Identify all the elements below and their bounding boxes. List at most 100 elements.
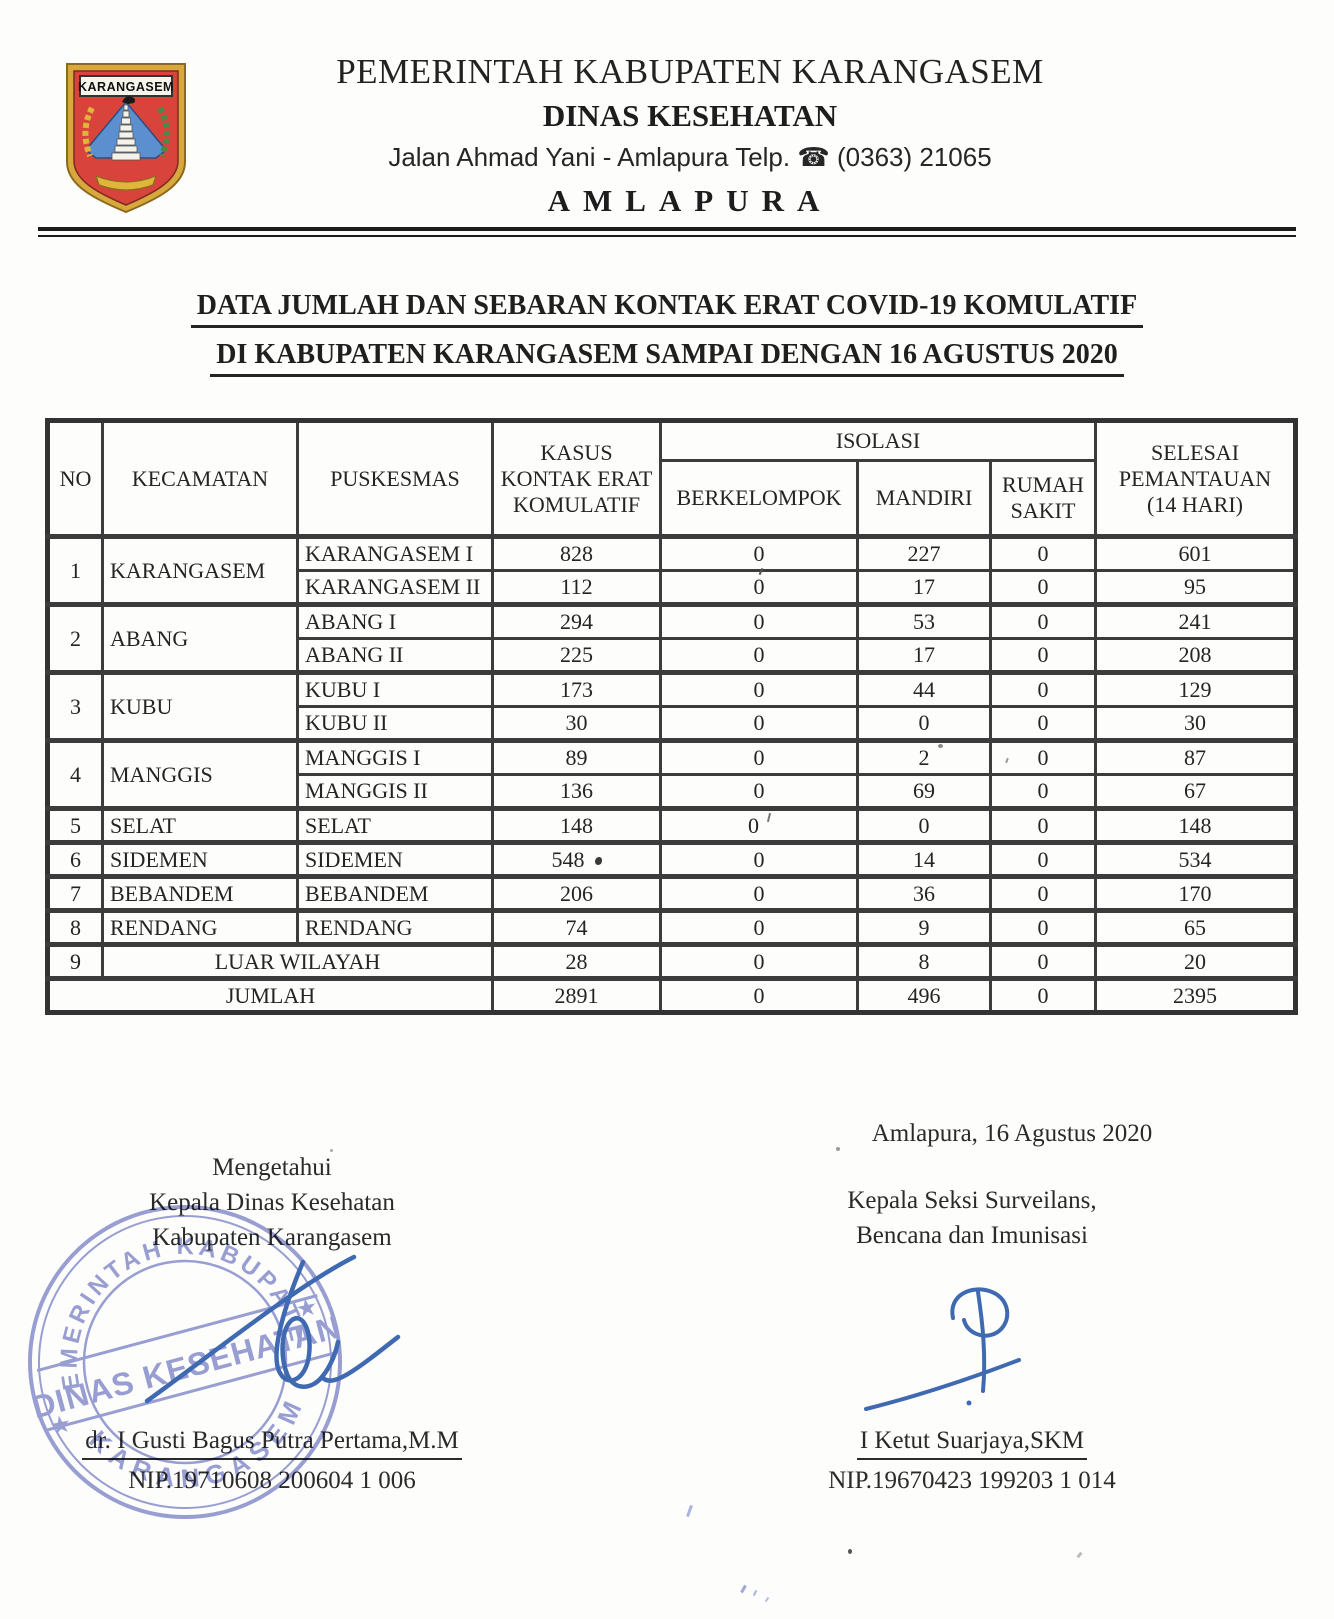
cell-selesai: 534 xyxy=(1094,840,1298,878)
table-row: KUBU II 30 0 0 0 30 xyxy=(48,705,1298,742)
cell-selesai: 87 xyxy=(1094,738,1298,776)
cell-mandiri: 17 xyxy=(856,569,992,606)
cell-no: 2 xyxy=(46,602,104,674)
cell-selesai: 601 xyxy=(1094,534,1298,572)
cell-kasus: 89 xyxy=(491,738,662,776)
table-row: 3 KUBU KUBU I 173 0 44 0 129 xyxy=(46,670,1298,742)
cell-jumlah-selesai: 2395 xyxy=(1094,976,1298,1014)
header-mandiri: MANDIRI xyxy=(856,459,992,538)
signatory-right-line2: Bencana dan Imunisasi xyxy=(856,1222,1088,1249)
cell-rumah-sakit: 0 xyxy=(988,738,1098,776)
title-line-1: DATA JUMLAH DAN SEBARAN KONTAK ERAT COVI… xyxy=(190,290,1144,328)
cell-value: 0 xyxy=(753,574,765,599)
signatory-right-nip: NIP.19670423 199203 1 014 xyxy=(828,1467,1116,1494)
crest-banner xyxy=(79,75,173,97)
signatory-left-name: dr. I Gusti Bagus Putra Pertama,M.M xyxy=(82,1427,462,1460)
cell-rumah-sakit: 0 xyxy=(988,602,1098,640)
scan-artifact xyxy=(1076,1551,1083,1559)
cell-kecamatan: SELAT xyxy=(101,806,299,844)
cell-kasus: 148 xyxy=(491,806,662,844)
scan-artifact xyxy=(766,812,772,822)
scan-artifact xyxy=(752,1589,758,1597)
header-kecamatan: KECAMATAN xyxy=(101,419,299,538)
stamp-band: DINAS KESEHATAN xyxy=(28,1294,344,1432)
cell-kasus: 206 xyxy=(491,874,662,912)
cell-rumah-sakit: 0 xyxy=(988,569,1098,606)
header-no: NO xyxy=(46,419,104,538)
cell-jumlah-kasus: 2891 xyxy=(491,976,662,1014)
cell-puskesmas: KARANGASEM II xyxy=(296,569,494,606)
table-row: 4 MANGGIS MANGGIS I 89 0 2 0 87 xyxy=(46,738,1298,810)
crest-ribbon xyxy=(95,174,157,191)
cell-berkelompok: 0 xyxy=(659,602,859,640)
scan-artifact xyxy=(764,1596,770,1603)
signatory-left-nip: NIP.19710608 200604 1 006 xyxy=(128,1467,416,1494)
cell-kasus: 136 xyxy=(491,773,662,810)
cell-rumah-sakit: 0 xyxy=(988,773,1098,810)
divider-line-thin xyxy=(38,235,1296,237)
scan-artifact xyxy=(848,1549,852,1554)
table-header-row: NO KECAMATAN PUSKESMAS KASUS KONTAK ERAT… xyxy=(46,419,1298,538)
table-row: 2 ABANG ABANG I 294 0 53 0 241 xyxy=(46,602,1298,674)
cell-rumah-sakit: 0 xyxy=(988,670,1098,708)
cell-rumah-sakit: 0 xyxy=(988,908,1098,946)
city-name: AMLAPURA xyxy=(547,183,833,218)
cell-mandiri: 9 xyxy=(856,908,992,946)
cell-jumlah-berkelompok: 0 xyxy=(659,976,859,1014)
cell-no: 4 xyxy=(46,738,104,810)
cell-kasus: 548 xyxy=(491,840,662,878)
table-row: ABANG II 225 0 17 0 208 xyxy=(48,637,1298,674)
cell-rumah-sakit: 0 xyxy=(988,840,1098,878)
cell-selesai: 241 xyxy=(1094,602,1298,640)
cell-selesai: 208 xyxy=(1094,637,1298,674)
cell-no: 8 xyxy=(46,908,104,946)
cell-puskesmas: KUBU II xyxy=(296,705,494,742)
cell-kecamatan: RENDANG xyxy=(101,908,299,946)
crest-flame xyxy=(122,96,136,104)
title-line-2: DI KABUPATEN KARANGASEM SAMPAI DENGAN 16… xyxy=(210,339,1124,377)
cell-mandiri: 2 xyxy=(856,738,992,776)
crest-temple xyxy=(111,104,141,161)
table-header: NO KECAMATAN PUSKESMAS KASUS KONTAK ERAT… xyxy=(46,419,1298,538)
covid-contacts-table: NO KECAMATAN PUSKESMAS KASUS KONTAK ERAT… xyxy=(45,418,1299,1015)
scan-artifact xyxy=(594,857,602,866)
cell-selesai: 20 xyxy=(1094,942,1298,980)
closing-date: Amlapura, 16 Agustus 2020 xyxy=(871,1120,1153,1147)
cell-jumlah-label: JUMLAH xyxy=(46,976,494,1014)
cell-berkelompok: 0 xyxy=(659,705,859,742)
cell-berkelompok: 0 xyxy=(659,738,859,776)
divider-line-thick xyxy=(38,227,1296,231)
cell-mandiri: 8 xyxy=(856,942,992,980)
cell-berkelompok: 0 xyxy=(659,534,859,572)
cell-mandiri: 14 xyxy=(856,840,992,878)
cell-puskesmas: MANGGIS I xyxy=(296,738,494,776)
cell-value: 548 xyxy=(551,846,585,872)
cell-berkelompok: 0 xyxy=(659,569,859,606)
cell-rumah-sakit: 0 xyxy=(988,874,1098,912)
cell-mandiri: 44 xyxy=(856,670,992,708)
cell-berkelompok: 0 xyxy=(659,840,859,878)
government-name: PEMERINTAH KABUPATEN KARANGASEM xyxy=(336,52,1044,91)
cell-mandiri: 53 xyxy=(856,602,992,640)
cell-kecamatan: KARANGASEM xyxy=(101,534,299,606)
cell-no: 5 xyxy=(46,806,104,844)
cell-no: 6 xyxy=(46,840,104,878)
cell-selesai: 67 xyxy=(1094,773,1298,810)
cell-kasus: 30 xyxy=(491,705,662,742)
cell-mandiri: 36 xyxy=(856,874,992,912)
header-kasus: KASUS KONTAK ERAT KOMULATIF xyxy=(491,419,662,538)
cell-no: 3 xyxy=(46,670,104,742)
cell-mandiri: 69 xyxy=(856,773,992,810)
cell-puskesmas: RENDANG xyxy=(296,908,494,946)
crest-leaves xyxy=(157,106,170,158)
address-text: Jalan Ahmad Yani - Amlapura Telp. xyxy=(388,142,791,172)
cell-kasus: 225 xyxy=(491,637,662,674)
cell-jumlah-mandiri: 496 xyxy=(856,976,992,1014)
cell-kasus: 294 xyxy=(491,602,662,640)
cell-selesai: 30 xyxy=(1094,705,1298,742)
cell-rumah-sakit: 0 xyxy=(988,942,1098,980)
cell-luar-wilayah: LUAR WILAYAH xyxy=(101,942,494,980)
cell-kecamatan: BEBANDEM xyxy=(101,874,299,912)
signatory-left-line2: Kepala Dinas Kesehatan xyxy=(149,1189,395,1216)
